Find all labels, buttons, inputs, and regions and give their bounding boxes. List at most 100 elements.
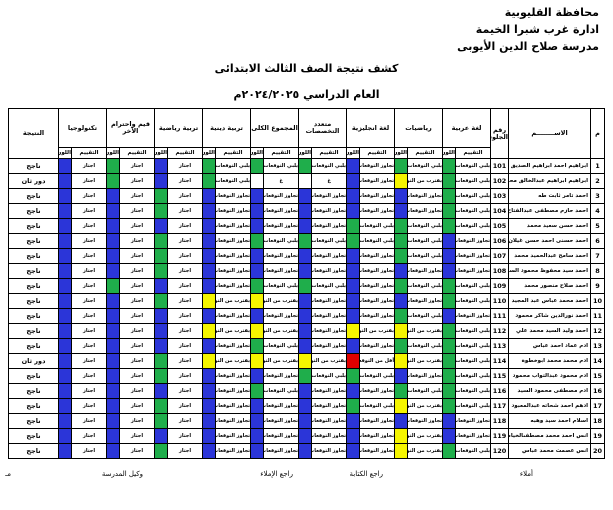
- grade-color: [394, 353, 409, 369]
- grade-color: [298, 293, 313, 309]
- seat-number: 110: [490, 293, 510, 309]
- grade: يلبي التوقعات: [455, 293, 492, 309]
- subheader: التقييم: [71, 147, 107, 159]
- grade-color: [58, 338, 72, 354]
- grade-color: [298, 158, 313, 174]
- grade-color: [442, 428, 457, 444]
- grade: يقترب من التوقعات: [407, 443, 444, 459]
- subheader: اللون: [202, 147, 217, 159]
- grade: يلبي التوقعات: [455, 353, 492, 369]
- student-name: ادهم احمد شحاته عبدالمعبود: [508, 398, 592, 414]
- grade: اجتاز: [119, 428, 156, 444]
- student-name: انس احمد محمد مصطفىالخياط: [508, 428, 592, 444]
- grade: تجاوز التوقعات: [215, 248, 252, 264]
- grade-color: [442, 398, 457, 414]
- grade-color: [298, 323, 313, 339]
- grade: تجاوز التوقعات: [455, 308, 492, 324]
- grade-color: [58, 368, 72, 384]
- grade: اجتاز: [167, 383, 204, 399]
- seat-number: 116: [490, 383, 510, 399]
- seat-number: 111: [490, 308, 510, 324]
- row-number: 11: [590, 308, 606, 324]
- grade-color: [394, 413, 409, 429]
- grade: تجاوز التوقعات: [311, 293, 348, 309]
- student-name: احمد حسن سعيد محمد: [508, 218, 592, 234]
- header-line: محافظة القليوبية: [504, 6, 599, 19]
- grade-color: [442, 158, 457, 174]
- grade: يلبي التوقعات: [407, 158, 444, 174]
- grade: تجاوز التوقعات: [455, 248, 492, 264]
- grade: تجاوز التوقعات: [263, 368, 300, 384]
- grade-color: [442, 443, 457, 459]
- grade: اجتاز: [71, 398, 107, 414]
- grade: يلبي التوقعات: [407, 383, 444, 399]
- grade: اجتاز: [167, 158, 204, 174]
- row-number: 17: [590, 398, 606, 414]
- seat-number: 105: [490, 218, 510, 234]
- grade-color: [442, 278, 457, 294]
- grade: تجاوز التوقعات: [215, 413, 252, 429]
- seat-number: 101: [490, 158, 510, 174]
- grade-color: [154, 413, 169, 429]
- seat-number: 112: [490, 323, 510, 339]
- result: ناجح: [8, 368, 59, 384]
- grade: اجتاز: [119, 218, 156, 234]
- row-number: 3: [590, 188, 606, 204]
- grade-color: [154, 323, 169, 339]
- row-number: 16: [590, 383, 606, 399]
- subheader: اللون: [394, 147, 409, 159]
- student-name: ابراهيم ابراهيم عبدالخالق محمود: [508, 173, 592, 189]
- grade: يلبي التوقعات: [455, 368, 492, 384]
- grade-color: [202, 443, 217, 459]
- grade-color: [202, 263, 217, 279]
- grade: اجتاز: [167, 233, 204, 249]
- row-number: 6: [590, 233, 606, 249]
- subject-header: لغة انجليزية: [346, 108, 396, 148]
- column-header: رقم الجلوس: [490, 108, 510, 159]
- grade-color: [202, 398, 217, 414]
- grade-color: [346, 203, 361, 219]
- grade-color: [442, 188, 457, 204]
- grade: يلبي التوقعات: [455, 338, 492, 354]
- row-number: 19: [590, 428, 606, 444]
- grade: اجتاز: [119, 248, 156, 264]
- grade-color: [346, 278, 361, 294]
- result: ناجح: [8, 248, 59, 264]
- grade-color: [346, 413, 361, 429]
- grade-color: [105, 278, 121, 294]
- grade-color: [202, 428, 217, 444]
- grade: تجاوز التوقعات: [359, 248, 396, 264]
- grade: اجتاز: [71, 428, 107, 444]
- grade-color: [298, 248, 313, 264]
- header-line: ادارة غرب شبرا الخيمة: [475, 23, 599, 36]
- grade: يلبي التوقعات: [455, 203, 492, 219]
- grade: تجاوز التوقعات: [359, 203, 396, 219]
- row-number: 5: [590, 218, 606, 234]
- grade: اجتاز: [71, 173, 107, 189]
- grade-color: [442, 413, 457, 429]
- grade-color: [394, 383, 409, 399]
- grade-color: [298, 353, 313, 369]
- grade: تجاوز التوقعات: [311, 323, 348, 339]
- grade-color: [394, 443, 409, 459]
- signature-label: راجع الإملاء: [260, 470, 293, 478]
- grade-color: [346, 158, 361, 174]
- grade: تجاوز التوقعات: [263, 443, 300, 459]
- grade: اجتاز: [167, 323, 204, 339]
- grade-color: [202, 203, 217, 219]
- seat-number: 103: [490, 188, 510, 204]
- subject-header: لغة عربية: [442, 108, 492, 148]
- grade-color: [154, 218, 169, 234]
- grade-color: [154, 308, 169, 324]
- grade: تجاوز التوقعات: [215, 443, 252, 459]
- grade-color: [202, 338, 217, 354]
- grade-color: [154, 203, 169, 219]
- result: دور ثان: [8, 173, 59, 189]
- grade-color: [105, 383, 121, 399]
- grade: يلبي التوقعات: [407, 248, 444, 264]
- grade: اجتاز: [119, 278, 156, 294]
- result: ناجح: [8, 338, 59, 354]
- result: ناجح: [8, 278, 59, 294]
- result: ناجح: [8, 188, 59, 204]
- seat-number: 120: [490, 443, 510, 459]
